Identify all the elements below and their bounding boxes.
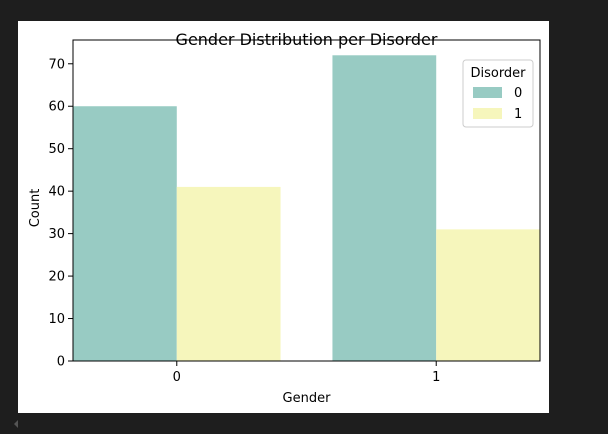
legend-items: 01 (473, 86, 522, 122)
chart-title: Gender Distribution per Disorder (176, 30, 438, 49)
x-tick-label: 0 (173, 370, 181, 385)
bar-gender-0-disorder-0 (73, 106, 177, 361)
legend-label-1: 1 (514, 107, 522, 122)
y-tick-label: 30 (48, 227, 65, 242)
x-axis-label: Gender (283, 391, 332, 406)
bar-gender-1-disorder-0 (332, 55, 437, 362)
legend-swatch-1 (473, 108, 502, 119)
y-tick-label: 40 (48, 185, 65, 200)
plot-frame (72, 39, 541, 362)
y-axis-ticks: 0 10 20 30 40 50 60 70 (48, 57, 73, 370)
y-tick-label: 10 (48, 312, 65, 327)
y-tick-label: 70 (48, 57, 65, 72)
legend-title: Disorder (470, 66, 526, 81)
y-axis-label: Count (28, 189, 43, 228)
y-tick-label: 50 (48, 142, 65, 157)
bar-gender-0-disorder-1 (176, 186, 281, 361)
scroll-left-caret-icon[interactable] (14, 420, 18, 428)
y-tick-label: 20 (48, 270, 65, 285)
legend: Disorder 01 (462, 59, 534, 128)
y-tick-label: 60 (48, 100, 65, 115)
bar-gender-1-disorder-1 (436, 229, 540, 361)
bars-layer (73, 55, 540, 362)
legend-label-0: 0 (514, 86, 522, 101)
legend-swatch-0 (473, 87, 502, 98)
x-tick-label: 1 (432, 370, 440, 385)
y-tick-label: 0 (57, 355, 65, 370)
